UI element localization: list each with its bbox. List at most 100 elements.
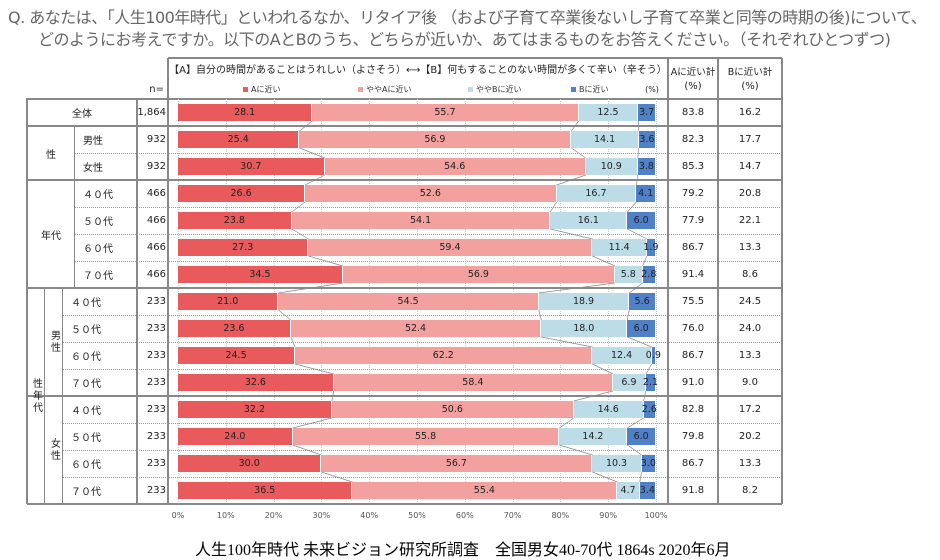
bar-segment-ややAに近い: 56.9: [299, 131, 571, 148]
bar-segment-Aに近い: 26.6: [178, 185, 305, 202]
row-n: 1,864: [137, 99, 166, 126]
row-label: ５０代: [63, 423, 137, 450]
row-label: 女性: [75, 153, 137, 180]
row-divider: [63, 369, 782, 370]
bar-segment-Aに近い: 32.6: [178, 374, 334, 391]
b-total-value: 9.0: [718, 369, 782, 396]
bar-segment-ややAに近い: 54.1: [292, 212, 551, 229]
b-total-value: 20.2: [718, 423, 782, 450]
row-divider: [75, 234, 782, 235]
x-tick-label: 60%: [456, 511, 474, 520]
legend-item: ややBに近い: [468, 84, 522, 95]
bar-segment-ややBに近い: 14.1: [571, 131, 638, 148]
bar-segment-Bに近い: 6.0: [627, 428, 656, 445]
column-border: [44, 288, 45, 504]
row-divider: [63, 450, 782, 451]
row-n: 233: [137, 315, 166, 342]
legend-swatch: [243, 87, 248, 92]
bar-segment-ややBに近い: 14.2: [559, 428, 627, 445]
bar-segment-Bに近い: 2.1: [646, 374, 656, 391]
column-border: [74, 126, 75, 288]
footer-source: 人生100年時代 未来ビジョン研究所調査 全国男女40-70代 1864s 20…: [195, 536, 731, 560]
b-total-value: 24.5: [718, 288, 782, 315]
border: [45, 395, 63, 396]
b-total-value: 14.7: [718, 153, 782, 180]
row-divider: [75, 261, 782, 262]
row-n: 932: [137, 126, 166, 153]
b-total-value: 8.6: [718, 261, 782, 288]
a-total-unit: (%): [668, 78, 718, 94]
column-border: [667, 58, 669, 504]
bar-segment-Aに近い: 32.2: [178, 401, 332, 418]
bar-segment-Aに近い: 28.1: [178, 104, 312, 121]
row-label: ７０代: [75, 261, 137, 288]
legend-item: Bに近い: [571, 84, 609, 95]
bar-segment-ややAに近い: 54.6: [325, 158, 586, 175]
row-n: 932: [137, 153, 166, 180]
gridline: [656, 99, 657, 504]
legend-item: ややAに近い: [358, 84, 411, 95]
row-label: ６０代: [63, 450, 137, 477]
x-tick-label: 0%: [172, 511, 185, 520]
legend-label: ややAに近い: [366, 84, 411, 95]
bar-segment-ややAに近い: 59.4: [308, 239, 592, 256]
b-total-value: 13.3: [718, 234, 782, 261]
bar-segment-ややBに近い: 18.9: [539, 293, 629, 310]
bar-segment-Aに近い: 25.4: [178, 131, 299, 148]
b-total-value: 17.2: [718, 396, 782, 423]
row-label: 全体: [27, 99, 137, 126]
row-label: ７０代: [63, 477, 137, 504]
column-border: [781, 58, 783, 504]
bar-segment-Bに近い: 3.0: [642, 455, 656, 472]
bar-segment-ややAに近い: 62.2: [295, 347, 592, 364]
row-divider: [75, 207, 782, 208]
bar-segment-Aに近い: 30.0: [178, 455, 321, 472]
bar-segment-Bに近い: 3.7: [638, 104, 656, 121]
border: [168, 57, 782, 59]
b-total-value: 22.1: [718, 207, 782, 234]
bar-segment-Aに近い: 30.7: [178, 158, 325, 175]
n-label: n=: [137, 80, 168, 98]
bar-segment-Aに近い: 36.5: [178, 482, 352, 499]
x-tick-label: 80%: [552, 511, 570, 520]
row-n: 233: [137, 396, 166, 423]
a-total-value: 86.7: [668, 450, 718, 477]
row-n: 233: [137, 342, 166, 369]
bar-segment-Bに近い: 5.6: [629, 293, 656, 310]
row-label: ４０代: [63, 288, 137, 315]
legend-label: Bに近い: [579, 84, 609, 95]
a-total-value: 75.5: [668, 288, 718, 315]
a-total-value: 91.8: [668, 477, 718, 504]
row-n: 466: [137, 207, 166, 234]
bar-segment-Aに近い: 24.5: [178, 347, 295, 364]
b-total-value: 16.2: [718, 99, 782, 126]
a-total-value: 91.0: [668, 369, 718, 396]
bar-segment-Aに近い: 23.8: [178, 212, 292, 229]
b-total-value: 24.0: [718, 315, 782, 342]
a-total-value: 79.2: [668, 180, 718, 207]
bar-segment-Bに近い: 2.6: [644, 401, 656, 418]
question-line-2: どのようにお考えですか。以下のAとBのうち、どちらが近いか、あてはまるものをお答…: [38, 26, 890, 50]
x-tick-label: 20%: [265, 511, 283, 520]
row-label: 男性: [75, 126, 137, 153]
bar-segment-ややAに近い: 55.7: [312, 104, 578, 121]
row-divider: [63, 477, 782, 478]
row-divider: [63, 423, 782, 424]
legend-swatch: [468, 87, 473, 92]
row-label: ６０代: [75, 234, 137, 261]
bar-segment-Bに近い: 4.1: [636, 185, 656, 202]
bar-segment-ややAに近い: 50.6: [332, 401, 574, 418]
bar-segment-Bに近い: 3.4: [640, 482, 656, 499]
a-total-value: 83.8: [668, 99, 718, 126]
x-tick-label: 30%: [313, 511, 331, 520]
a-total-value: 76.0: [668, 315, 718, 342]
row-n: 466: [137, 261, 166, 288]
column-border: [62, 288, 63, 504]
a-total-value: 86.7: [668, 342, 718, 369]
row-divider: [63, 315, 782, 316]
bar-segment-ややBに近い: 16.1: [550, 212, 627, 229]
x-tick-label: 70%: [504, 511, 522, 520]
a-total-value: 85.3: [668, 153, 718, 180]
bar-segment-Bに近い: 2.8: [643, 266, 656, 283]
a-total-value: 79.8: [668, 423, 718, 450]
